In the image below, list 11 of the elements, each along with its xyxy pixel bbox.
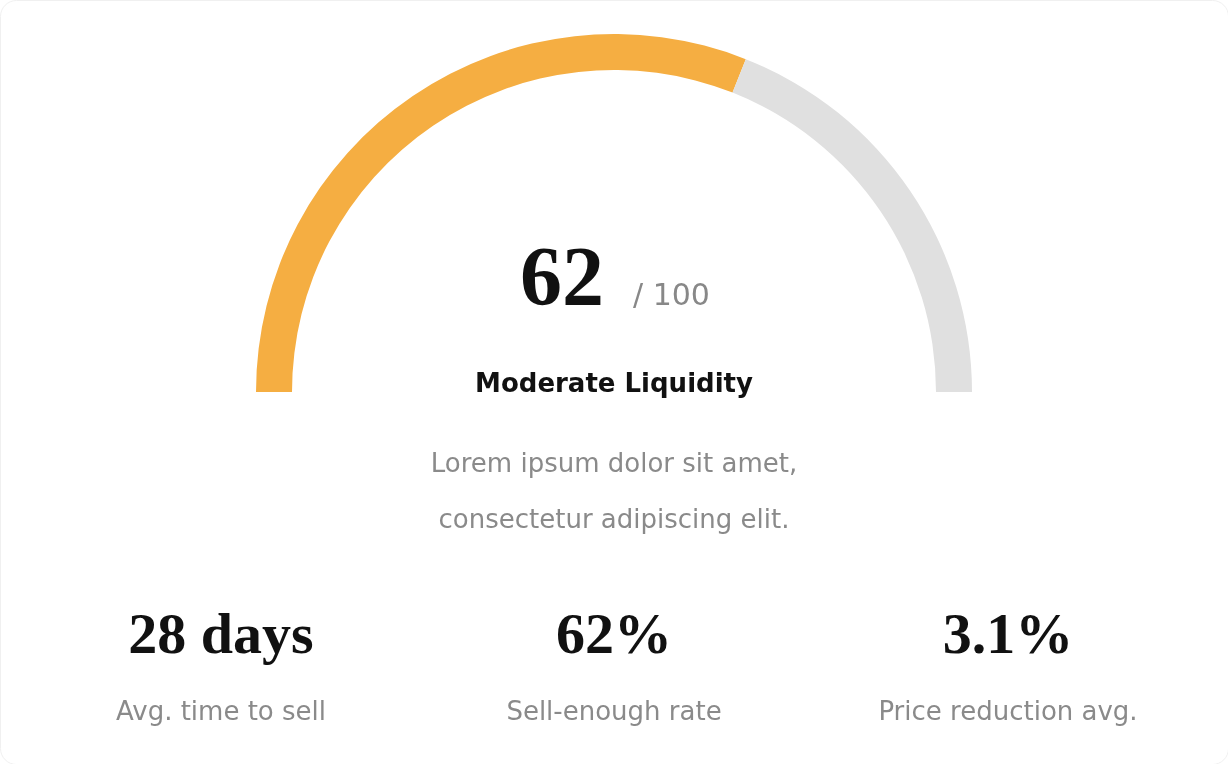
text: Lorem ipsum dolor sit amet, — [430, 448, 798, 478]
text: 3.1% — [942, 601, 1074, 666]
text: 28 days — [128, 601, 314, 666]
text: Avg. time to sell — [115, 696, 327, 726]
text: 62 — [520, 230, 604, 323]
text: Sell-enough rate — [506, 696, 722, 726]
text: Price reduction avg. — [878, 696, 1138, 726]
text: / 100 — [633, 277, 710, 312]
text: Moderate Liquidity — [475, 368, 753, 398]
text: consectetur adipiscing elit. — [438, 504, 790, 534]
text: 62% — [556, 601, 672, 666]
